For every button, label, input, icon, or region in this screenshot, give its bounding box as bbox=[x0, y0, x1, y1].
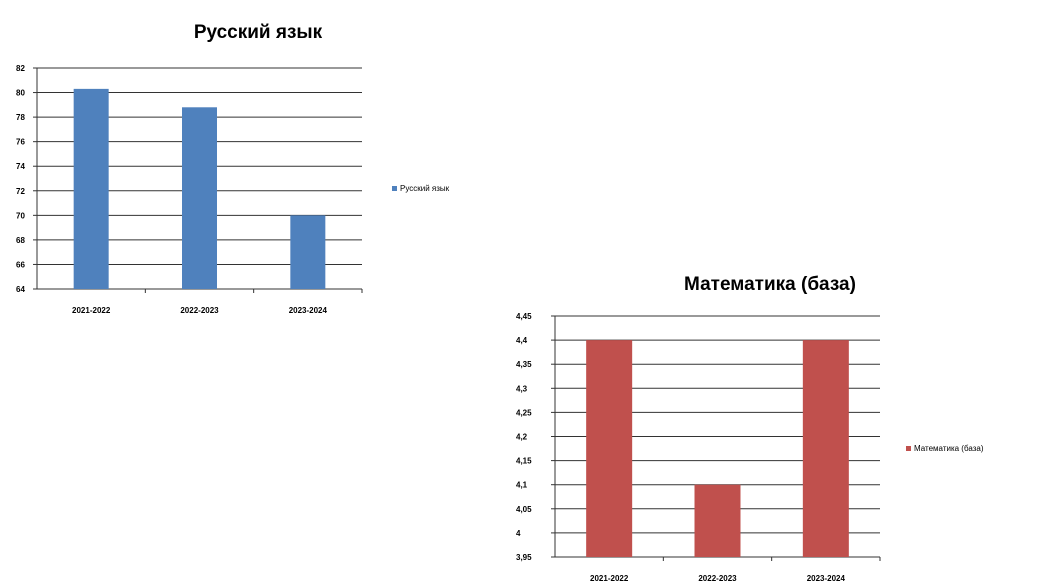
y-tick-label: 3,95 bbox=[516, 553, 532, 562]
y-tick-label: 4,05 bbox=[516, 505, 532, 514]
legend: Русский язык bbox=[392, 184, 450, 193]
legend-swatch bbox=[392, 186, 397, 191]
chart-title: Математика (база) bbox=[684, 274, 856, 295]
legend-swatch bbox=[906, 446, 911, 451]
chart-math-base: Математика (база) 3,95 4 4,05 4,1 4,15 4,2 4,2… bbox=[516, 274, 984, 581]
x-tick-label: 2022-2023 bbox=[698, 574, 737, 581]
bar bbox=[802, 340, 849, 557]
y-tick-label: 76 bbox=[16, 138, 25, 147]
y-tick-label: 66 bbox=[16, 260, 25, 269]
y-tick-label: 4,35 bbox=[516, 360, 532, 369]
y-tick-label: 4,1 bbox=[516, 481, 528, 490]
x-tick-label: 2022-2023 bbox=[180, 306, 219, 315]
x-tick-label: 2021-2022 bbox=[590, 574, 629, 581]
chart-russian: Русский язык 64 66 68 70 72 74 76 78 80 82 2021-2… bbox=[16, 22, 450, 315]
legend-label: Русский язык bbox=[400, 184, 450, 193]
legend: Математика (база) bbox=[906, 444, 984, 453]
y-tick-label: 4 bbox=[516, 529, 521, 538]
y-tick-label: 68 bbox=[16, 236, 25, 245]
bar bbox=[290, 215, 326, 289]
bar bbox=[694, 484, 741, 557]
y-tick-label: 4,2 bbox=[516, 433, 528, 442]
x-tick-label: 2023-2024 bbox=[289, 306, 328, 315]
bars bbox=[73, 88, 326, 290]
y-tick-label: 82 bbox=[16, 64, 25, 73]
y-tick-label: 4,15 bbox=[516, 457, 532, 466]
bar bbox=[182, 107, 217, 290]
y-tick-label: 64 bbox=[16, 285, 25, 294]
y-tick-label: 78 bbox=[16, 113, 25, 122]
x-ticks: 2021-2022 2022-2023 2023-2024 bbox=[590, 557, 881, 581]
legend-label: Математика (база) bbox=[914, 444, 984, 453]
y-tick-label: 4,3 bbox=[516, 384, 528, 393]
y-tick-label: 74 bbox=[16, 162, 25, 171]
y-tick-label: 4,4 bbox=[516, 336, 528, 345]
y-tick-label: 70 bbox=[16, 211, 25, 220]
y-tick-label: 80 bbox=[16, 89, 25, 98]
x-tick-label: 2021-2022 bbox=[72, 306, 111, 315]
bars bbox=[586, 340, 849, 557]
y-ticks: 3,95 4 4,05 4,1 4,15 4,2 4,25 4,3 4,35 4,4 4,45 bbox=[516, 312, 556, 562]
chart-title: Русский язык bbox=[194, 22, 323, 43]
y-ticks: 64 66 68 70 72 74 76 78 80 82 bbox=[16, 64, 38, 294]
y-tick-label: 4,25 bbox=[516, 408, 532, 417]
bar bbox=[586, 340, 633, 557]
y-tick-label: 72 bbox=[16, 187, 25, 196]
x-ticks: 2021-2022 2022-2023 2023-2024 bbox=[72, 289, 363, 315]
y-tick-label: 4,45 bbox=[516, 312, 532, 321]
x-tick-label: 2023-2024 bbox=[807, 574, 846, 581]
bar bbox=[73, 88, 109, 289]
